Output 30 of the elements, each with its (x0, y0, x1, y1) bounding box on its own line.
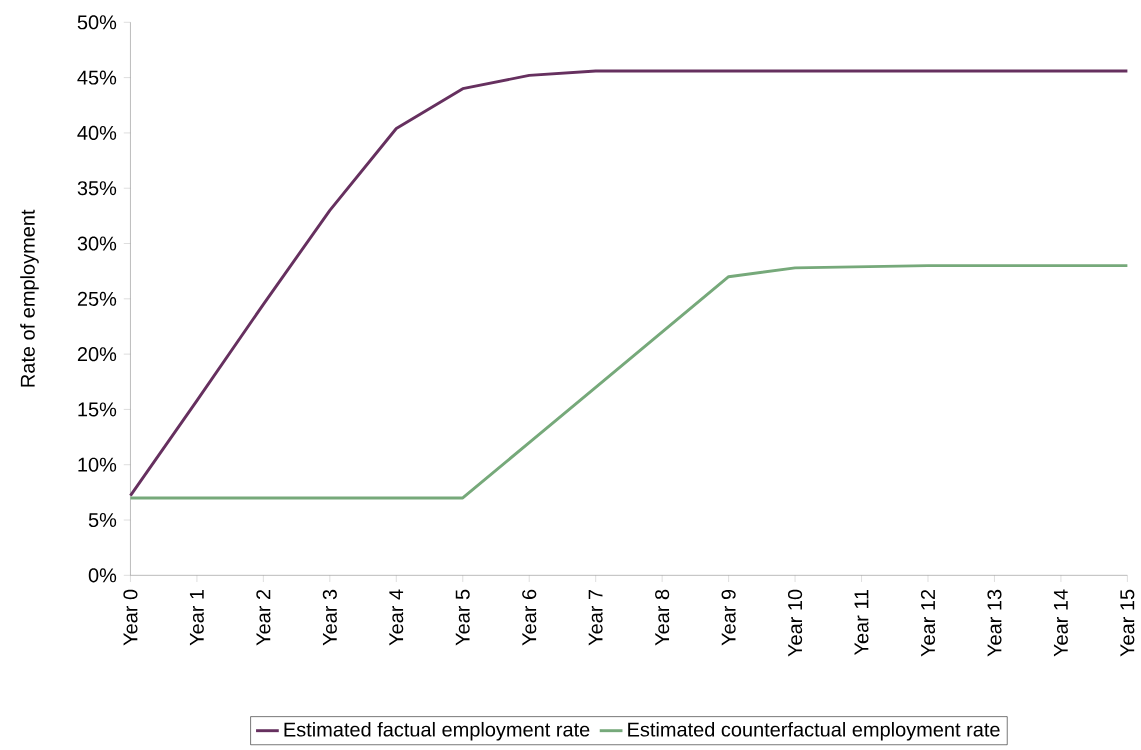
y-tick-label: 45% (77, 70, 117, 85)
y-tick-label: 15% (78, 402, 117, 417)
x-tick-label: Year 9 (721, 590, 736, 646)
y-tick-label: 20% (77, 347, 117, 362)
x-tick-label: Year 15 (1120, 589, 1135, 657)
y-tick-label: 30% (77, 236, 117, 251)
legend-label: Estimated factual employment rate (284, 722, 590, 741)
y-axis-title: Rate of employment (20, 209, 39, 387)
x-tick-label: Year 2 (256, 590, 271, 646)
y-tick-label: 25% (77, 291, 117, 307)
x-tick-label: Year 10 (788, 589, 803, 657)
x-tick-label: Year 14 (1053, 589, 1068, 657)
x-tick-label: Year 5 (455, 589, 470, 646)
x-tick-label: Year 6 (522, 589, 537, 646)
x-tick-label: Year 3 (322, 589, 337, 646)
y-tick-label: 50% (77, 15, 117, 30)
x-tick-label: Year 0 (123, 589, 138, 646)
y-tick-label: 40% (77, 125, 117, 141)
legend-label: Estimated counterfactual employment rate (628, 722, 1000, 741)
x-tick-label: Year 7 (588, 590, 603, 646)
x-tick-label: Year 1 (189, 590, 204, 646)
y-tick-label: 5% (88, 513, 117, 528)
y-tick-label: 35% (77, 181, 117, 196)
y-tick-label: 10% (78, 457, 117, 472)
x-tick-label: Year 4 (389, 589, 404, 646)
x-tick-label: Year 11 (854, 590, 869, 656)
x-tick-label: Year 8 (655, 589, 670, 646)
y-tick-label: 0% (88, 568, 117, 583)
x-tick-label: Year 13 (987, 589, 1002, 657)
x-tick-label: Year 12 (920, 590, 936, 657)
